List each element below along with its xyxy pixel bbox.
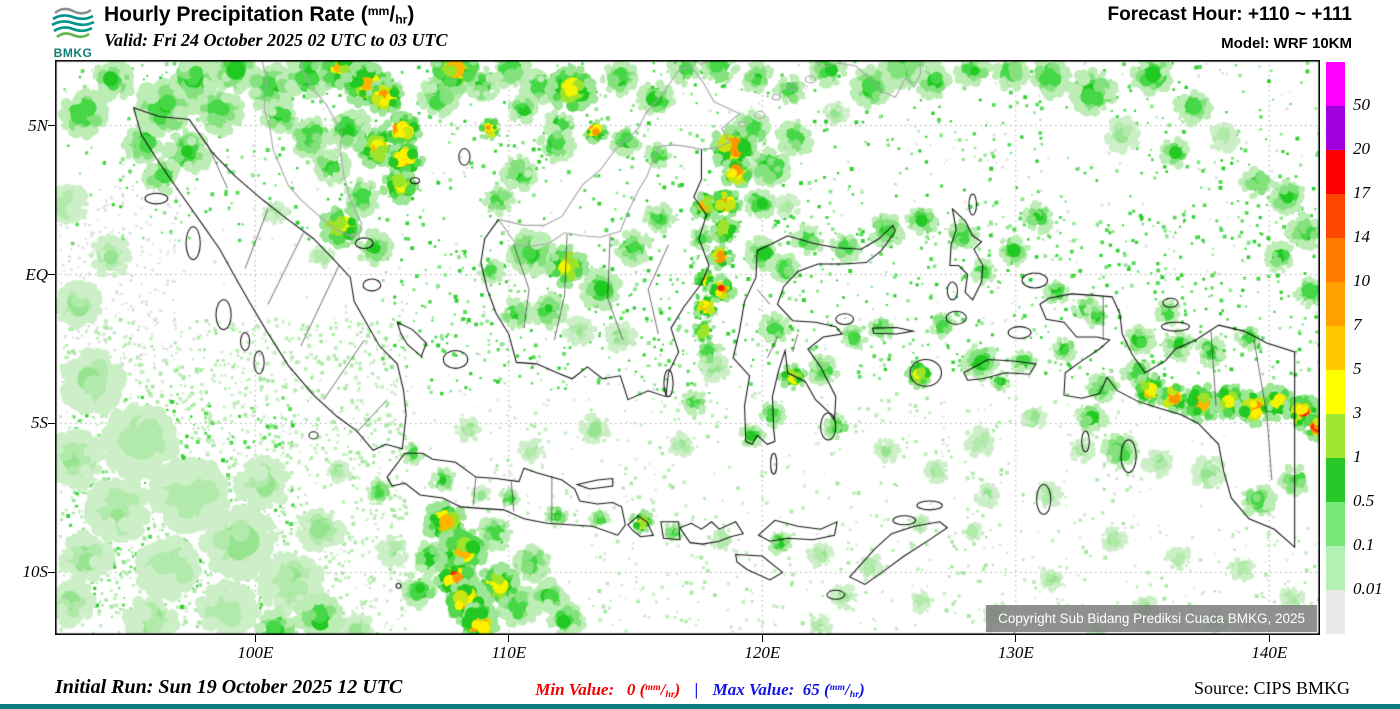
lat-label-5S: 5S xyxy=(31,413,48,433)
lon-tick xyxy=(761,635,763,642)
legend-segment xyxy=(1326,106,1345,150)
legend-segment xyxy=(1326,414,1345,458)
legend-label: 17 xyxy=(1353,183,1370,202)
legend-label: 50 xyxy=(1353,95,1370,114)
bmkg-logo-text: BMKG xyxy=(53,46,93,60)
legend-segment xyxy=(1326,326,1345,370)
legend-label: 1 xyxy=(1353,447,1362,466)
legend-label: 14 xyxy=(1353,227,1370,246)
lon-tick xyxy=(254,635,256,642)
legend-segment xyxy=(1326,238,1345,282)
lat-label-EQ: EQ xyxy=(25,264,48,284)
bmkg-logo: BMKG xyxy=(46,1,100,60)
lat-label-5N: 5N xyxy=(28,115,48,135)
valid-time: Valid: Fri 24 October 2025 02 UTC to 03 … xyxy=(104,30,448,50)
legend-label: 0.1 xyxy=(1353,535,1375,554)
legend-label: 5 xyxy=(1353,359,1362,378)
legend-segment xyxy=(1326,458,1345,502)
colorbar xyxy=(1326,62,1345,634)
legend-label: 0.01 xyxy=(1353,579,1383,598)
legend-segment xyxy=(1326,590,1345,634)
legend-label: 20 xyxy=(1353,139,1370,158)
legend-segment xyxy=(1326,282,1345,326)
lat-tick xyxy=(48,571,55,573)
lon-tick xyxy=(1268,635,1270,642)
legend-label: 7 xyxy=(1353,315,1362,334)
legend-label: 0.5 xyxy=(1353,491,1375,510)
lat-label-10S: 10S xyxy=(22,562,49,582)
initial-run: Initial Run: Sun 19 October 2025 12 UTC xyxy=(55,676,403,698)
legend-label: 10 xyxy=(1353,271,1370,290)
legend-segment xyxy=(1326,502,1345,546)
forecast-hour: Forecast Hour: +110 ~ +111 xyxy=(1107,4,1352,25)
legend-segment xyxy=(1326,194,1345,238)
lat-tick xyxy=(48,274,55,275)
legend-label: 3 xyxy=(1353,403,1362,422)
copyright-notice: Copyright Sub Bidang Prediksi Cuaca BMKG… xyxy=(986,605,1317,632)
legend-segment xyxy=(1326,546,1345,590)
min-value: Min Value: 0 (mm/hr) xyxy=(535,680,681,700)
lat-tick xyxy=(48,422,55,424)
lon-label-140E: 140E xyxy=(1251,643,1288,662)
max-value: Max Value: 65 (mm/hr) xyxy=(712,680,865,700)
lon-label-130E: 130E xyxy=(997,643,1034,662)
lat-tick xyxy=(48,125,55,127)
precipitation-map-canvas xyxy=(55,60,1320,635)
lon-label-110E: 110E xyxy=(491,643,527,662)
lon-label-120E: 120E xyxy=(744,643,781,662)
legend-segment xyxy=(1326,62,1345,106)
minmax-separator: | xyxy=(694,680,699,699)
model-name: Model: WRF 10KM xyxy=(1221,35,1352,52)
lon-tick xyxy=(508,635,510,642)
legend-segment xyxy=(1326,150,1345,194)
minmax-line: Min Value: 0 (mm/hr) | Max Value: 65 (mm… xyxy=(535,680,865,700)
page-title: Hourly Precipitation Rate (mm/hr) xyxy=(104,3,415,27)
footer-accent-bar xyxy=(0,704,1400,709)
lon-label-100E: 100E xyxy=(237,643,274,662)
bmkg-logo-icon xyxy=(51,7,95,39)
legend-segment xyxy=(1326,370,1345,414)
lon-tick xyxy=(1015,635,1017,642)
source: Source: CIPS BMKG xyxy=(1193,678,1350,698)
map-frame: Copyright Sub Bidang Prediksi Cuaca BMKG… xyxy=(55,60,1320,635)
